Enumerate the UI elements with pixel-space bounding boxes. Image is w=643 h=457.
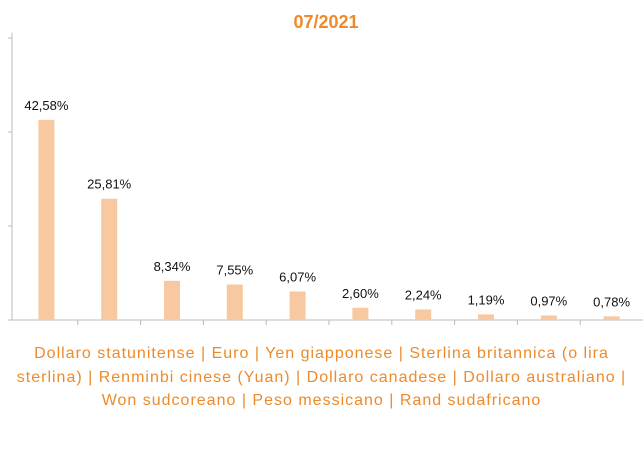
bar <box>164 280 180 320</box>
data-label: 42,58% <box>24 98 69 113</box>
data-label: 2,24% <box>405 287 442 302</box>
data-label: 25,81% <box>87 177 132 192</box>
bar <box>478 314 494 320</box>
data-label: 7,55% <box>216 263 253 278</box>
bar <box>352 307 369 320</box>
chart: 07/2021 42,58% 25,81% 8,34% 7,55% 6,07% 2,60%… <box>8 12 643 325</box>
data-label: 8,34% <box>154 259 191 274</box>
data-label: 1,19% <box>468 292 505 307</box>
bar <box>415 309 432 320</box>
x-axis-label: Dollaro statunitense | Euro | Yen giappo… <box>16 345 627 409</box>
bar <box>289 291 306 320</box>
data-label: 6,07% <box>279 269 316 284</box>
bar <box>603 316 620 320</box>
data-label: 0,78% <box>593 294 630 309</box>
bar <box>226 284 243 320</box>
chart-title: 07/2021 <box>293 12 358 32</box>
bar <box>540 315 557 320</box>
data-label: 2,60% <box>342 286 379 301</box>
bar <box>101 198 118 320</box>
data-label: 0,97% <box>530 293 567 308</box>
bar <box>38 119 55 321</box>
